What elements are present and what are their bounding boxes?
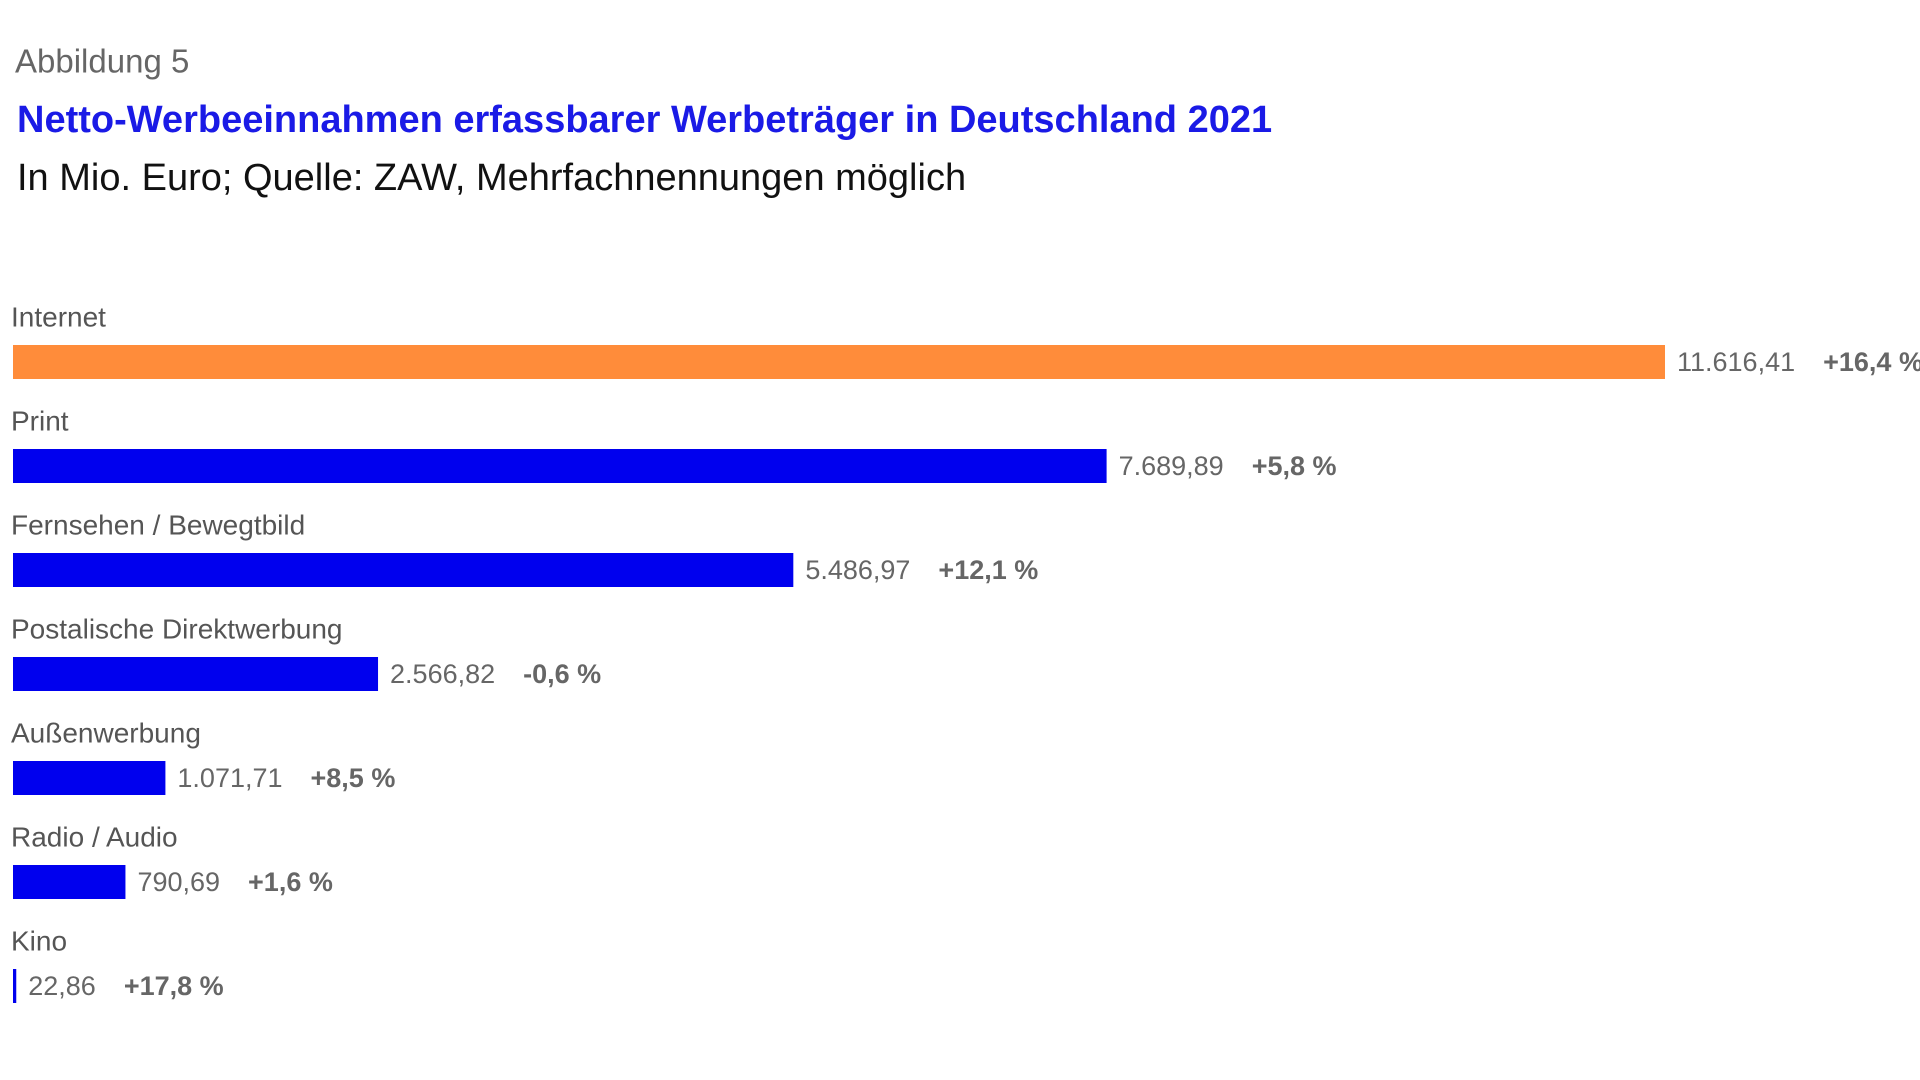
bar <box>13 449 1107 483</box>
change-label: -0,6 % <box>523 659 601 689</box>
bar <box>13 657 379 691</box>
category-label: Außenwerbung <box>11 717 201 748</box>
category-label: Internet <box>11 301 106 332</box>
change-label: +8,5 % <box>311 763 396 793</box>
category-label: Kino <box>11 925 67 956</box>
change-label: +5,8 % <box>1252 451 1337 481</box>
category-label: Postalische Direktwerbung <box>11 613 343 644</box>
bar <box>13 865 126 899</box>
chart-subtitle: In Mio. Euro; Quelle: ZAW, Mehrfachnennu… <box>17 157 966 199</box>
value-label: 2.566,82 <box>390 659 495 689</box>
value-label: 22,86 <box>28 971 96 1001</box>
bar <box>13 553 794 587</box>
value-label: 5.486,97 <box>805 555 910 585</box>
figure-label: Abbildung 5 <box>15 43 189 80</box>
chart-title: Netto-Werbeeinnahmen erfassbarer Werbetr… <box>17 99 1272 141</box>
category-label: Radio / Audio <box>11 821 178 852</box>
value-label: 11.616,41 <box>1677 347 1795 377</box>
bar <box>13 969 17 1003</box>
change-label: +16,4 % <box>1823 347 1920 377</box>
value-label: 790,69 <box>137 867 220 897</box>
bar <box>13 345 1665 379</box>
value-label: 1.071,71 <box>177 763 282 793</box>
change-label: +12,1 % <box>938 555 1038 585</box>
bar <box>13 761 166 795</box>
category-label: Print <box>11 405 69 436</box>
change-label: +1,6 % <box>248 867 333 897</box>
value-label: 7.689,89 <box>1119 451 1224 481</box>
change-label: +17,8 % <box>124 971 224 1001</box>
category-label: Fernsehen / Bewegtbild <box>11 509 305 540</box>
